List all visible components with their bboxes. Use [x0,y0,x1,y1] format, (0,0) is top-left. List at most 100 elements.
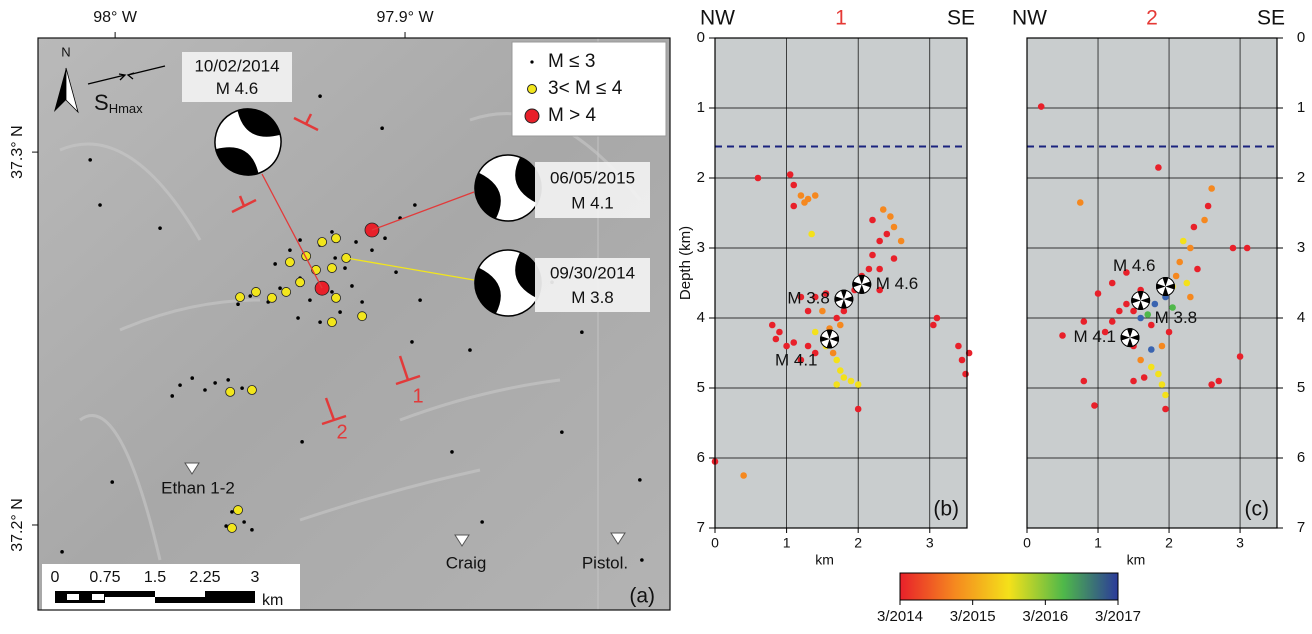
earthquake [318,237,327,246]
earthquake [300,440,304,444]
focal-mechanism [852,275,871,294]
x-tick-label: 3 [1236,535,1244,551]
north-label: N [61,44,70,59]
earthquake [394,270,398,274]
hypocenter [855,381,862,388]
hypocenter [805,308,812,315]
earthquake [226,378,230,382]
earthquake [450,450,454,454]
stress-subscript: Hmax [109,101,143,116]
x-tick-label: 98° W [93,9,138,26]
earthquake [318,94,322,98]
profile-label: 2 [336,421,347,443]
earthquake [226,387,235,396]
y-tick-label: 5 [1297,379,1305,396]
focal-mechanism [820,329,839,348]
stress-symbol: S [94,90,109,115]
hypocenter [887,213,894,220]
hypocenter [876,238,883,245]
earthquake [468,348,472,352]
hypocenter [1162,406,1169,413]
earthquake [327,318,336,327]
y-tick-label: 3 [697,239,705,256]
x-tick-label: 3 [926,535,934,551]
hypocenter [1091,402,1098,409]
hypocenter [1148,322,1155,329]
hypocenter [769,322,776,329]
hypocenter [1095,290,1102,297]
station-label: Pistol. [582,553,628,572]
earthquake [413,203,417,207]
scale-segment [92,594,104,600]
colorbar-label: 3/2014 [877,608,923,625]
hypocenter [790,182,797,189]
earthquake [332,293,341,302]
annotation: M 4.6 [1113,256,1156,275]
scale-label: 1.5 [144,569,166,586]
panel-label: (a) [629,585,655,608]
earthquake [158,226,162,230]
annotation: M 3.8 [787,289,830,308]
x-tick-label: 0 [711,535,719,551]
hypocenter [1155,371,1162,378]
hypocenter [1038,103,1045,110]
x-tick-label: 2 [854,535,862,551]
y-tick-label: 7 [697,519,705,536]
hypocenter [1141,374,1148,381]
station-label: Ethan 1-2 [161,478,235,497]
hypocenter [1123,301,1130,308]
hypocenter [930,322,937,329]
hypocenter [1201,217,1208,224]
hypocenter [1162,392,1169,399]
earthquake [240,386,244,390]
legend-marker [525,109,539,123]
plot-background [715,38,967,528]
y-tick-label: 37.3° N [9,125,26,179]
colorbar [900,573,1118,600]
hypocenter [790,339,797,346]
section-right-label: SE [947,7,975,30]
hypocenter [1137,357,1144,364]
earthquake [88,158,92,162]
hypocenter [1176,259,1183,266]
hypocenter [855,406,862,413]
legend-label: 3< M ≤ 4 [548,78,623,99]
hypocenter [1215,378,1222,385]
hypocenter [1191,224,1198,231]
legend-marker [530,60,533,63]
earthquake [318,320,322,324]
earthquake [213,381,217,385]
hypocenter [812,192,819,199]
hypocenter [1237,353,1244,360]
hypocenter [833,381,840,388]
hypocenter [1059,332,1066,339]
earthquake [178,383,182,387]
hypocenter [876,266,883,273]
hypocenter [830,350,837,357]
hypocenter [773,336,780,343]
hypocenter [891,224,898,231]
hypocenter [1187,245,1194,252]
focal-date: 06/05/2015 [550,168,635,187]
annotation: M 3.8 [1155,308,1198,327]
hypocenter [1144,311,1151,318]
earthquake [580,330,584,334]
hypocenter [1159,343,1166,350]
earthquake [350,284,354,288]
section-left-label: NW [700,7,735,30]
y-tick-label: 1 [1297,99,1305,116]
earthquake [267,293,276,302]
hypocenter [1152,301,1159,308]
legend-label: M > 4 [548,105,596,126]
hypocenter [880,206,887,213]
earthquake [227,523,236,532]
hypocenter [869,217,876,224]
hypocenter [1184,280,1191,287]
hypocenter [812,329,819,336]
x-tick-label: 0 [1023,535,1031,551]
hypocenter [787,171,794,178]
earthquake [560,430,564,434]
earthquake [298,238,302,242]
earthquake [354,240,358,244]
hypocenter [1159,381,1166,388]
